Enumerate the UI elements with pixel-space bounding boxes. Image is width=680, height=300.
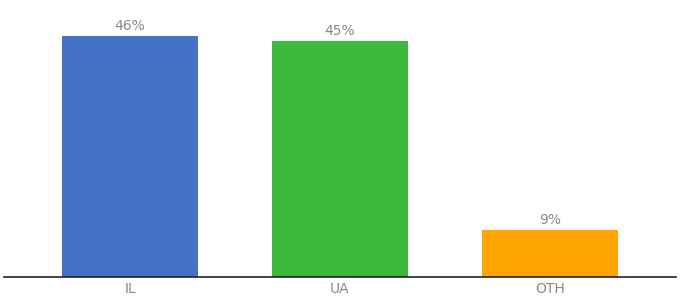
Text: 45%: 45% — [324, 24, 356, 38]
Text: 46%: 46% — [115, 19, 146, 33]
Text: 9%: 9% — [539, 213, 561, 227]
Bar — [272, 41, 408, 277]
Bar — [62, 36, 199, 277]
Bar — [481, 230, 618, 277]
